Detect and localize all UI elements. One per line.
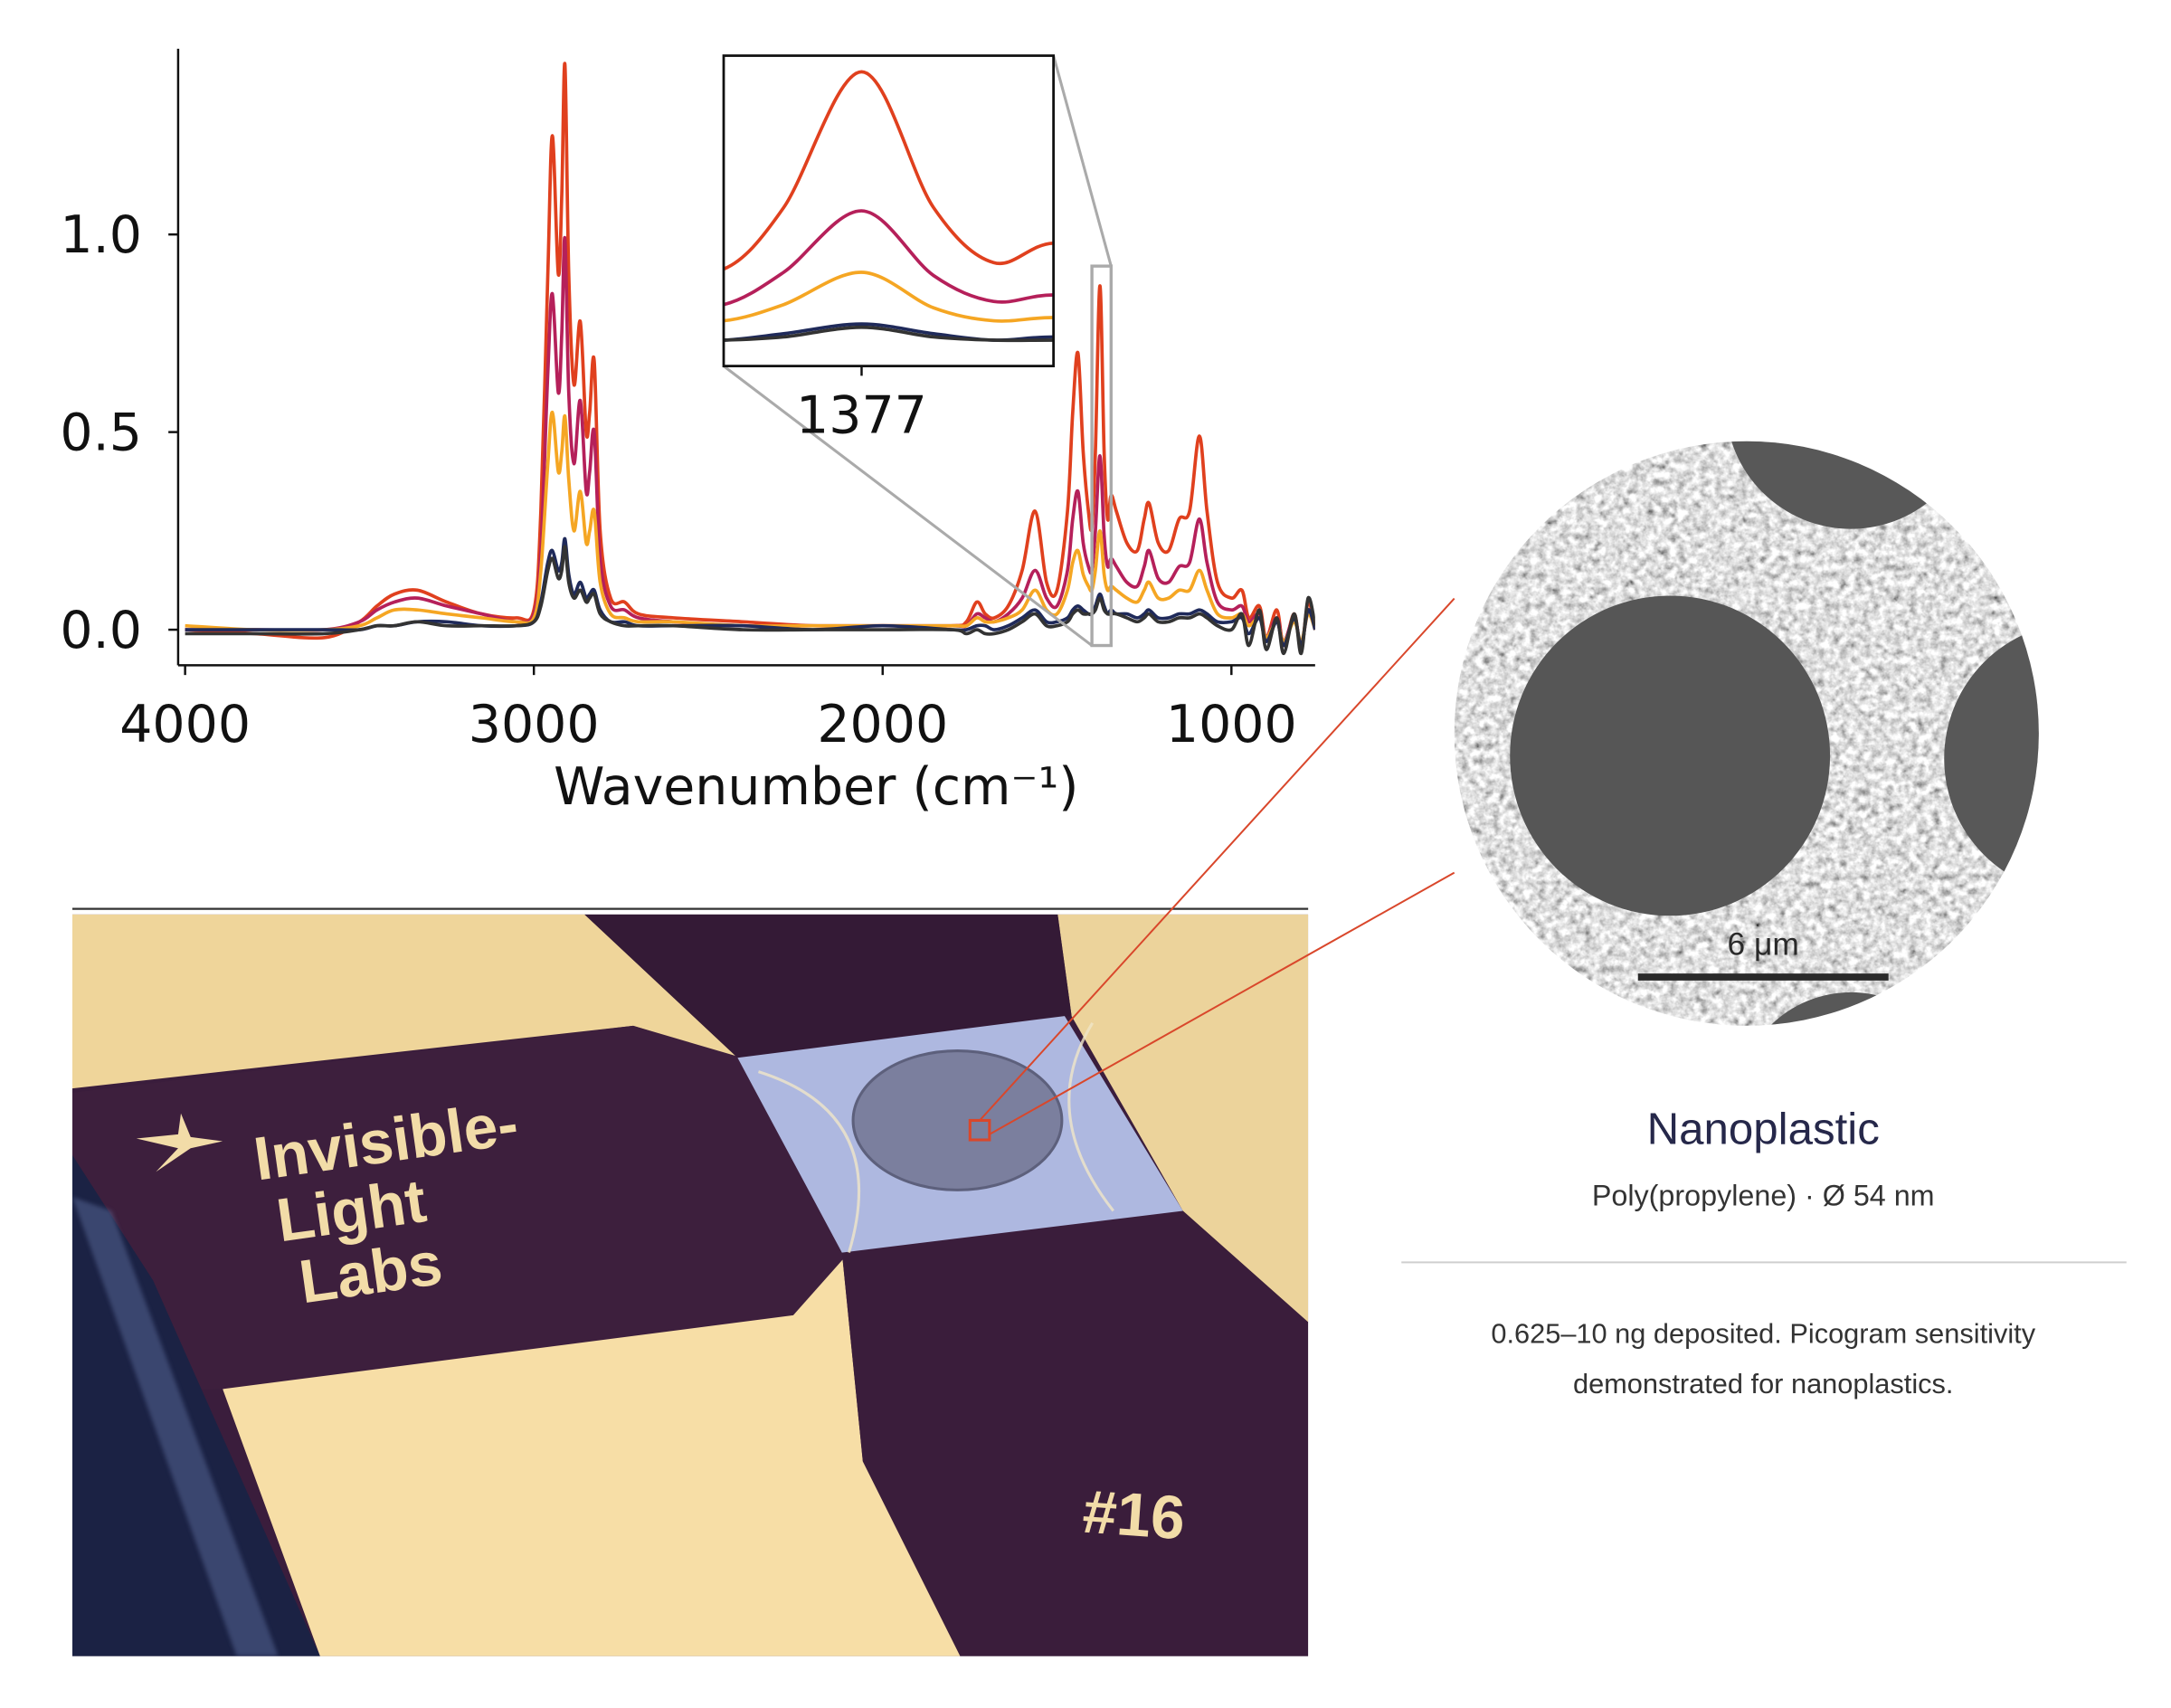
caption-text: demonstrated for nanoplastics.: [1573, 1368, 1953, 1400]
logo-star: [136, 1113, 223, 1172]
sample-spot: [851, 1049, 1064, 1191]
zoom-line: [989, 871, 1455, 1135]
caption-text: 0.625–10 ng deposited. Picogram sensitiv…: [1491, 1318, 2035, 1350]
gold-pad: [1057, 914, 1309, 1323]
x-tick-label: 1000: [1166, 695, 1297, 754]
sem-hole: [1510, 595, 1831, 916]
zoom-box: [1090, 264, 1113, 648]
sem-hole: [1725, 441, 1977, 529]
gold-pad: [72, 914, 738, 1089]
inset-x-tick-label: 1377: [796, 385, 927, 445]
chip-number: #16: [1080, 1478, 1187, 1553]
inset-line: [724, 209, 1054, 307]
logo-pad: [72, 1025, 849, 1392]
inset-lines: [724, 70, 1054, 343]
x-tick-label: 4000: [119, 695, 251, 754]
zoom-line: [979, 597, 1455, 1122]
chip-edge-highlight: [72, 1197, 279, 1656]
inset-frame: [722, 54, 1055, 368]
spectrum-line: [185, 410, 1315, 644]
spectrum-line: [185, 545, 1315, 656]
chip-photo: Invisible- Light Labs #16: [72, 914, 1309, 1656]
inset-line: [724, 322, 1054, 342]
inset-line: [724, 70, 1054, 271]
zoom-connector: [1052, 55, 1113, 267]
inset-line: [724, 270, 1054, 323]
edge-highlight: [1067, 1021, 1114, 1212]
y-tick-label: 0.0: [60, 601, 142, 660]
edge-highlight: [757, 1070, 861, 1254]
y-tick-label: 1.0: [60, 205, 142, 265]
top-pad: [584, 914, 1072, 1058]
zoom-connector: [723, 365, 1094, 647]
caption-subtitle: Poly(propylene) · Ø 54 nm: [1592, 1179, 1935, 1211]
inset-line: [724, 325, 1054, 343]
spectrum-line: [185, 62, 1315, 651]
sem-image: 6 μm: [1454, 441, 2039, 1026]
sem-hole: [1944, 622, 2039, 896]
spectrum-chart: 0.0 0.5 1.0 4000 3000 2000 1000 Wavenumber (cm⁻…: [60, 48, 1315, 817]
x-tick-label: 2000: [817, 695, 948, 754]
scale-bar-label: 6 μm: [1728, 926, 1799, 962]
x-tick-label: 3000: [469, 695, 600, 754]
spectrum-line: [185, 536, 1315, 648]
x-axis-label: Wavenumber (cm⁻¹): [554, 757, 1078, 817]
caption-title: Nanoplastic: [1647, 1105, 1880, 1154]
y-tick-label: 0.5: [60, 403, 142, 463]
number-pad: [841, 1210, 1309, 1656]
plot-lines: [185, 62, 1315, 656]
